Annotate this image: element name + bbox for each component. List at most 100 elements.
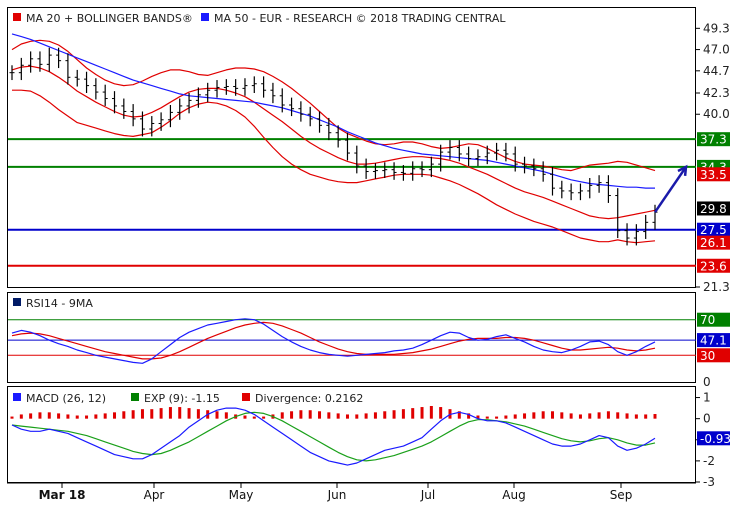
rsi-current-line-tag-text: 47.1 <box>700 334 727 348</box>
price-legend: MA 20 + BOLLINGER BANDS® MA 50 - EUR - R… <box>13 12 506 25</box>
lower-band-tag-text: 26.1 <box>700 236 727 250</box>
divergence-bar <box>439 407 443 419</box>
last-price-tag-text: 29.8 <box>700 202 727 216</box>
legend-label-exp: EXP (9): -1.15 <box>144 392 220 405</box>
price-y-tick-label: 44.7 <box>703 64 730 78</box>
divergence-bar <box>523 413 527 419</box>
divergence-bar <box>103 413 107 419</box>
x-tick-label: Aug <box>502 488 525 502</box>
divergence-bar <box>85 415 89 419</box>
macd-legend: MACD (26, 12) EXP (9): -1.15 Divergence:… <box>13 392 363 405</box>
divergence-bar <box>318 411 322 419</box>
macd-current-tag-box <box>697 431 730 446</box>
rsi-overbought-line-tag-text: 70 <box>700 313 715 327</box>
divergence-bar <box>19 414 23 419</box>
divergence-bar <box>532 412 536 419</box>
divergence-bar <box>140 409 144 419</box>
macd-signal-line <box>11 411 656 462</box>
divergence-bar <box>308 410 312 419</box>
rsi-oversold-line-tag-box <box>697 348 730 363</box>
divergence-bar <box>476 415 480 419</box>
rsi-y-tick-label: 0 <box>703 375 711 389</box>
price-y-tick-label: 49.3 <box>703 21 730 35</box>
divergence-bar <box>187 408 191 419</box>
rsi-line <box>11 318 656 364</box>
divergence-bar <box>392 410 396 419</box>
legend-label-macd: MACD (26, 12) <box>26 392 106 405</box>
divergence-bar <box>243 415 247 419</box>
divergence-bar <box>168 407 172 419</box>
legend-label-divergence: Divergence: 0.2162 <box>255 392 363 405</box>
divergence-bar <box>597 412 601 419</box>
support-line-1-tag-text: 27.5 <box>700 223 727 237</box>
x-tick-label: Mar 18 <box>39 488 86 502</box>
resistance-line-1-tag-box <box>697 132 730 147</box>
divergence-bar <box>47 412 51 419</box>
forecast-arrow-head <box>677 164 688 176</box>
divergence-bar <box>290 411 294 419</box>
divergence-bar <box>159 408 163 419</box>
forecast-arrow-line <box>653 166 688 213</box>
legend-swatch-exp <box>131 393 139 401</box>
divergence-bar <box>541 411 545 419</box>
divergence-bar <box>625 413 629 419</box>
divergence-bar <box>578 414 582 419</box>
divergence-bar <box>29 413 33 419</box>
legend-swatch-ma50 <box>201 13 209 21</box>
macd-y-tick-label: -2 <box>703 454 715 468</box>
rsi-oversold-line-tag-text: 30 <box>700 349 715 363</box>
price-panel-frame <box>7 7 696 288</box>
divergence-bar <box>336 413 340 419</box>
divergence-bar <box>653 414 657 419</box>
rsi-current-line-tag-box <box>697 333 730 348</box>
macd-y-tick-label: -3 <box>703 475 715 489</box>
ma20-line <box>11 65 656 220</box>
divergence-bar <box>150 409 154 419</box>
divergence-bar <box>38 412 42 419</box>
divergence-bar <box>113 412 117 419</box>
divergence-bar <box>215 411 219 419</box>
divergence-bar <box>75 415 79 419</box>
divergence-bar <box>550 411 554 419</box>
last-price-tag-box <box>697 201 730 216</box>
divergence-bar <box>252 416 256 419</box>
divergence-bar <box>420 407 424 419</box>
divergence-bar <box>57 413 61 419</box>
divergence-bar <box>66 414 70 419</box>
divergence-bar <box>616 412 620 419</box>
divergence-bar <box>429 406 433 419</box>
divergence-bar <box>495 416 499 419</box>
divergence-bar <box>224 412 228 419</box>
macd-current-tag-text: -0.93 <box>700 432 731 446</box>
divergence-bar <box>606 411 610 419</box>
divergence-bar <box>644 414 648 419</box>
divergence-bar <box>569 413 573 419</box>
macd-y-tick-label: 0 <box>703 412 711 426</box>
divergence-bar <box>178 407 182 419</box>
divergence-bar <box>411 408 415 419</box>
divergence-bar <box>131 410 135 419</box>
divergence-bar <box>122 411 126 419</box>
x-tick-label: May <box>229 488 254 502</box>
divergence-bar <box>467 413 471 419</box>
x-tick-label: Jul <box>420 488 435 502</box>
divergence-bar <box>299 410 303 419</box>
divergence-bar <box>513 414 517 419</box>
divergence-bar <box>355 414 359 419</box>
divergence-bar <box>504 415 508 419</box>
legend-label-ma20: MA 20 + BOLLINGER BANDS® <box>26 12 193 25</box>
divergence-bar <box>327 412 331 419</box>
rsi-panel-frame <box>7 292 696 383</box>
label-layer: 49.347.044.742.340.021.337.334.327.523.6… <box>39 21 731 502</box>
bollinger-lower-line <box>12 89 656 244</box>
divergence-bar <box>401 409 405 419</box>
divergence-bar <box>560 412 564 419</box>
bollinger-upper-line <box>11 39 656 172</box>
price-y-tick-label: 40.0 <box>703 107 730 121</box>
divergence-bar <box>383 411 387 419</box>
ma50-line <box>11 33 655 189</box>
upper-band-tag-box <box>697 167 730 182</box>
rsi-ma-line <box>11 321 656 360</box>
divergence-bar <box>373 412 377 419</box>
